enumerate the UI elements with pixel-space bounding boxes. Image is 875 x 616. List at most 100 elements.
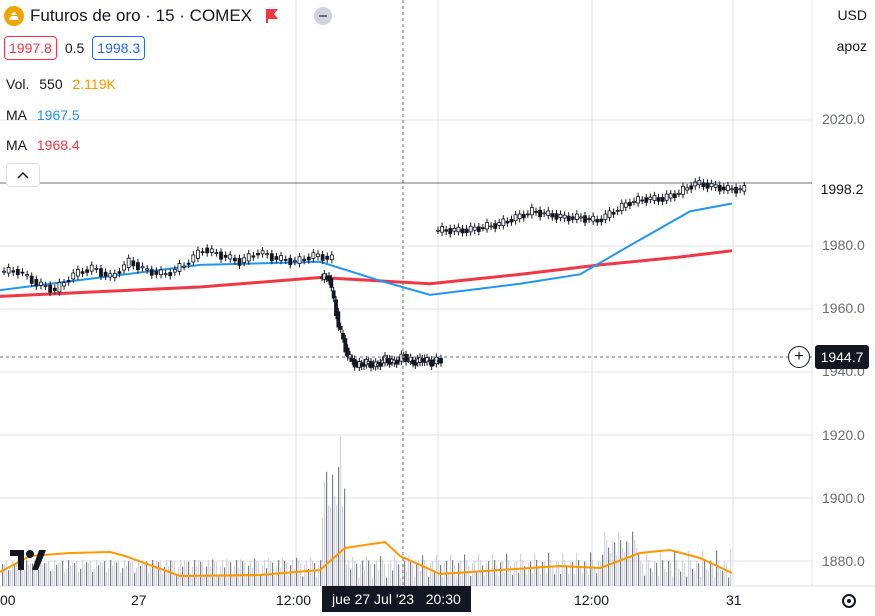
currency-button[interactable]: USD <box>837 7 867 23</box>
volume-bar <box>386 577 388 586</box>
volume-bar <box>374 563 376 586</box>
volume-bar <box>594 567 596 586</box>
candle <box>260 250 265 255</box>
volume-bar <box>304 564 306 586</box>
volume-bar <box>378 570 380 586</box>
candle <box>562 214 567 219</box>
volume-bar <box>596 573 598 586</box>
volume-bar <box>568 573 570 586</box>
candle <box>279 255 283 261</box>
volume-bar <box>204 574 206 586</box>
volume-bar <box>14 564 16 586</box>
ask-price[interactable]: 1998.3 <box>92 36 146 60</box>
candle <box>530 207 534 216</box>
candle <box>521 213 526 219</box>
volume-bar <box>10 570 12 586</box>
volume-bar <box>152 560 154 586</box>
chevron-up-icon <box>17 171 29 179</box>
volume-bar <box>502 561 504 586</box>
volume-bar <box>120 572 122 586</box>
volume-bar <box>704 560 706 586</box>
volume-bar <box>256 561 258 586</box>
volume-bar <box>360 564 362 586</box>
candle <box>440 226 444 233</box>
volume-bar <box>324 482 326 586</box>
volume-bar <box>336 505 338 586</box>
candle <box>223 254 228 258</box>
volume-bar <box>266 568 268 586</box>
volume-bar <box>532 573 534 586</box>
candle <box>196 249 200 259</box>
volume-bar <box>618 531 620 586</box>
volume-bar <box>364 569 366 586</box>
volume-bar <box>142 560 144 586</box>
legend-toggle-button[interactable] <box>6 163 40 187</box>
volume-bar <box>338 467 340 586</box>
volume-bar <box>680 571 682 586</box>
volume-bar <box>176 573 178 586</box>
candle <box>485 222 489 230</box>
crosshair-time-tag: jue 27 Jul '23 20:30 <box>322 586 471 612</box>
volume-bar <box>706 569 708 586</box>
candle <box>159 269 163 275</box>
add-alert-plus-icon[interactable]: + <box>788 346 810 368</box>
volume-bar <box>668 560 670 586</box>
volume-bar <box>570 561 572 586</box>
volume-bar <box>90 560 92 586</box>
ma-slow-line <box>0 249 733 298</box>
volume-bar <box>676 560 678 586</box>
volume-bar <box>402 563 404 586</box>
candle <box>525 213 530 216</box>
volume-bar <box>542 561 544 586</box>
volume-bar <box>632 531 634 586</box>
candle <box>689 185 694 190</box>
volume-bar <box>558 561 560 586</box>
volume-bar <box>238 567 240 586</box>
flag-icon[interactable] <box>264 8 280 24</box>
candle <box>94 268 99 270</box>
volume-bar <box>540 574 542 586</box>
candle <box>205 247 210 254</box>
volume-bar <box>504 572 506 586</box>
volume-bar <box>464 554 466 586</box>
volume-bar <box>520 553 522 586</box>
volume-bar <box>482 565 484 586</box>
volume-bar <box>166 560 168 586</box>
candle <box>168 272 173 277</box>
volume-bar <box>474 561 476 586</box>
volume-bar <box>302 576 304 586</box>
volume-bar <box>384 564 386 586</box>
volume-legend[interactable]: Vol. 550 2.119K <box>6 76 116 92</box>
volume-bar <box>426 564 428 586</box>
volume-bar <box>344 488 346 586</box>
scale-mode-button[interactable]: apoz <box>836 38 867 54</box>
symbol-title[interactable]: Futuros de oro · 15 · COMEX <box>30 6 253 25</box>
candle <box>80 271 85 274</box>
volume-bar <box>728 577 730 586</box>
volume-bar <box>148 573 150 586</box>
volume-bar <box>580 567 582 586</box>
candle <box>717 184 722 192</box>
volume-bar <box>150 567 152 586</box>
volume-bar <box>588 574 590 586</box>
volume-bar <box>714 577 716 586</box>
candle <box>256 252 260 256</box>
settings-gear-icon[interactable] <box>839 591 859 611</box>
candle <box>456 226 461 233</box>
volume-bar <box>58 562 60 586</box>
volume-bar <box>22 570 24 586</box>
candle <box>251 255 256 258</box>
volume-bar <box>186 561 188 586</box>
candle <box>652 195 657 201</box>
volume-bar <box>648 560 650 586</box>
candle <box>579 216 583 219</box>
candle <box>6 267 11 274</box>
ma-fast-legend[interactable]: MA 1967.5 <box>6 107 80 123</box>
collapse-legend-button[interactable] <box>314 7 333 25</box>
tradingview-logo-icon[interactable] <box>8 546 48 572</box>
volume-bar <box>32 563 34 586</box>
candle <box>66 279 71 283</box>
ma-slow-legend[interactable]: MA 1968.4 <box>6 137 80 153</box>
bid-price[interactable]: 1997.8 <box>4 36 57 60</box>
